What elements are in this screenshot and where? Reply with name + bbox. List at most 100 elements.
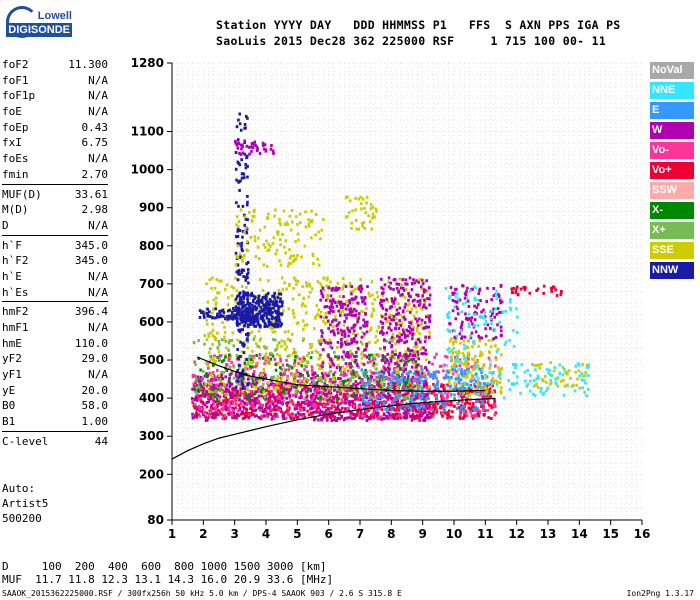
echo-point <box>339 377 342 381</box>
echo-point <box>344 196 348 200</box>
echo-point <box>216 387 219 391</box>
echo-point <box>459 416 462 420</box>
echo-point <box>191 399 195 403</box>
echo-point <box>475 409 478 413</box>
echo-point <box>220 412 223 416</box>
echo-point <box>241 373 244 377</box>
echo-point <box>308 290 312 294</box>
echo-points <box>190 112 591 422</box>
echo-point <box>386 391 390 395</box>
param-separator <box>2 301 108 303</box>
echo-point <box>362 298 366 302</box>
echo-point <box>255 381 259 385</box>
echo-point <box>276 400 280 404</box>
echo-point <box>411 412 415 416</box>
echo-point <box>498 374 501 378</box>
echo-point <box>365 201 368 205</box>
echo-point <box>227 406 231 410</box>
echo-point <box>477 377 480 381</box>
echo-point <box>314 410 317 414</box>
echo-point <box>409 414 412 418</box>
echo-point <box>385 358 388 362</box>
echo-point <box>288 284 291 288</box>
echo-point <box>368 340 371 344</box>
echo-point <box>330 346 334 350</box>
echo-point <box>258 353 262 357</box>
echo-point <box>365 401 369 405</box>
echo-point <box>341 336 345 340</box>
echo-point <box>367 214 370 218</box>
param-row: yF2 29.0 <box>2 351 108 367</box>
echo-point <box>257 389 261 393</box>
echo-point <box>203 374 207 378</box>
echo-point <box>245 397 249 401</box>
echo-point <box>466 339 470 343</box>
echo-point <box>474 400 478 404</box>
echo-point <box>252 337 256 341</box>
echo-point <box>494 344 497 348</box>
echo-point <box>419 415 422 419</box>
echo-point <box>302 359 306 363</box>
echo-point <box>303 381 307 385</box>
echo-point <box>422 397 426 401</box>
echo-point <box>300 303 304 307</box>
echo-point <box>395 412 399 416</box>
echo-point <box>234 402 238 406</box>
echo-point <box>271 315 274 319</box>
echo-point <box>287 337 290 341</box>
echo-point <box>237 382 241 386</box>
echo-point <box>241 320 245 324</box>
echo-point <box>477 292 480 296</box>
echo-point <box>493 379 497 383</box>
echo-point <box>401 366 405 370</box>
echo-point <box>343 398 347 402</box>
echo-point <box>418 413 422 417</box>
y-tick-label: 1280 <box>131 56 164 70</box>
echo-point <box>446 348 449 352</box>
echo-point <box>373 215 376 219</box>
echo-point <box>406 354 410 358</box>
echo-point <box>229 365 232 369</box>
echo-point <box>217 408 220 412</box>
echo-point <box>391 390 395 394</box>
echo-point <box>243 360 247 364</box>
echo-point <box>243 122 247 126</box>
echo-point <box>280 367 283 371</box>
echo-point <box>272 375 276 379</box>
echo-point <box>226 309 230 313</box>
echo-point <box>454 355 457 359</box>
echo-point <box>367 417 371 421</box>
echo-point <box>216 393 219 397</box>
echo-point <box>273 325 277 329</box>
echo-point <box>360 384 363 388</box>
echo-point <box>429 375 432 379</box>
echo-point <box>356 390 359 394</box>
echo-point <box>339 328 343 332</box>
echo-point <box>351 412 355 416</box>
echo-point <box>346 384 349 388</box>
echo-point <box>340 340 344 344</box>
echo-point <box>361 413 365 417</box>
echo-point <box>415 410 418 414</box>
echo-point <box>243 396 246 400</box>
echo-point <box>423 395 427 399</box>
echo-point <box>322 319 325 323</box>
echo-point <box>499 333 503 337</box>
echo-point <box>465 399 468 403</box>
echo-point <box>279 401 283 405</box>
echo-point <box>388 394 392 398</box>
echo-point <box>354 218 358 222</box>
y-tick-label: 1100 <box>131 125 164 139</box>
echo-point <box>452 346 456 350</box>
echo-point <box>453 383 457 387</box>
echo-point <box>449 339 452 343</box>
echo-point <box>473 313 477 317</box>
echo-point <box>244 338 248 342</box>
echo-point <box>227 296 230 300</box>
echo-point <box>320 284 324 288</box>
echo-point <box>249 366 252 370</box>
echo-point <box>325 409 328 413</box>
param-name: B0 <box>2 399 16 413</box>
echo-point <box>236 244 240 248</box>
